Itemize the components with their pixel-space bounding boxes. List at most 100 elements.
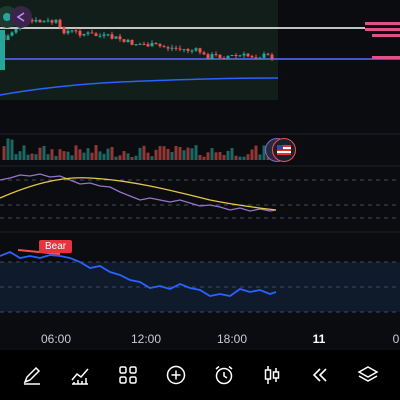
alert-clock-icon (215, 365, 233, 385)
replay-button[interactable] (305, 360, 335, 390)
chart-canvas[interactable] (0, 0, 400, 350)
moving-average-line (0, 77, 279, 96)
candle-body (102, 34, 106, 36)
volume-bar (114, 156, 118, 160)
volume-bar (242, 156, 246, 160)
volume-bar (62, 151, 66, 160)
volume-bar (254, 145, 258, 160)
volume-bar (190, 148, 194, 160)
candle-body (130, 39, 134, 45)
volume-bar (246, 154, 250, 160)
volume-bar (70, 155, 74, 160)
indicators-icon (71, 368, 89, 385)
us-flag-chip[interactable] (272, 138, 296, 162)
candle-body (266, 53, 270, 55)
volume-bar (74, 145, 78, 160)
candles-icon (264, 366, 280, 384)
price-zone-highlight (0, 0, 278, 100)
draw-button[interactable] (17, 360, 47, 390)
volume-bar (226, 150, 230, 160)
add-icon (166, 365, 186, 385)
candle-body (34, 20, 38, 22)
bear-badge: Bear (39, 240, 73, 253)
candle-body (230, 55, 234, 56)
volume-bar (186, 147, 190, 160)
candle-body (14, 28, 18, 33)
candle-body (238, 55, 242, 57)
candle-body (122, 39, 126, 42)
chart-type-button[interactable] (257, 360, 287, 390)
volume-bar (146, 152, 150, 160)
time-label: 12:00 (130, 332, 162, 346)
volume-bar (54, 155, 58, 160)
candle-body (194, 48, 198, 51)
candle-body (158, 44, 162, 47)
candle-body (46, 20, 50, 22)
volume-bar (222, 155, 226, 160)
candle-body (6, 35, 10, 40)
candle-body (254, 57, 258, 59)
candle-body (82, 33, 86, 36)
candle-body (202, 52, 206, 55)
volume-bar (218, 152, 222, 160)
add-button[interactable] (161, 360, 191, 390)
candle-body (86, 32, 90, 34)
volume-bar (262, 145, 266, 160)
alert-button[interactable] (209, 360, 239, 390)
candle-body (38, 20, 42, 23)
layers-button[interactable] (353, 360, 383, 390)
volume-bar (26, 154, 30, 160)
volume-bar (118, 155, 122, 160)
volume-bar (138, 147, 142, 160)
candle-body (66, 30, 70, 34)
indicator-chip-purple[interactable] (10, 6, 32, 28)
candle-body (0, 30, 5, 70)
indicators-button[interactable] (65, 360, 95, 390)
volume-bar (22, 145, 26, 160)
volume-bar (94, 145, 98, 160)
candle-body (74, 30, 78, 32)
volume-bar (122, 151, 126, 160)
volume-bar (2, 146, 6, 160)
time-label: 18:00 (216, 332, 248, 346)
candle-body (50, 20, 54, 23)
candle-body (198, 48, 202, 53)
candle-body (226, 55, 230, 59)
volume-bar (46, 154, 50, 160)
candle-body (246, 53, 250, 57)
volume-bar (42, 145, 46, 160)
time-axis[interactable]: 06:00 12:00 18:00 11 0 (0, 326, 400, 350)
layouts-button[interactable] (113, 360, 143, 390)
volume-bar (238, 156, 242, 160)
volume-bar (98, 151, 102, 160)
volume-bar (170, 152, 174, 160)
us-flag-icon (277, 145, 291, 155)
candle-body (218, 54, 222, 58)
bear-indicator-line (0, 250, 277, 297)
candle-body (154, 43, 158, 45)
candle-body (110, 34, 114, 39)
volume-bar (78, 149, 82, 160)
volume-bar (206, 152, 210, 160)
layers-icon (357, 366, 379, 382)
chart-area[interactable]: Bear (0, 0, 400, 350)
candle-body (178, 48, 182, 50)
candle-body (10, 32, 14, 36)
volume-bar (102, 153, 106, 160)
volume-bar (106, 148, 110, 160)
bottom-toolbar (0, 350, 400, 400)
rsi-line (0, 173, 277, 212)
candle-body (106, 34, 110, 36)
volume-bar (162, 146, 166, 160)
date-label: 11 (312, 332, 326, 346)
volume-bar (86, 148, 90, 160)
candle-body (70, 30, 74, 32)
candle-body (250, 56, 254, 58)
candle-body (142, 43, 146, 45)
layouts-icon (119, 366, 137, 384)
volume-bar (10, 139, 14, 160)
time-label: 0 (392, 332, 400, 346)
volume-bar (214, 152, 218, 160)
volume-bar (154, 149, 158, 160)
volume-bar (142, 145, 146, 160)
